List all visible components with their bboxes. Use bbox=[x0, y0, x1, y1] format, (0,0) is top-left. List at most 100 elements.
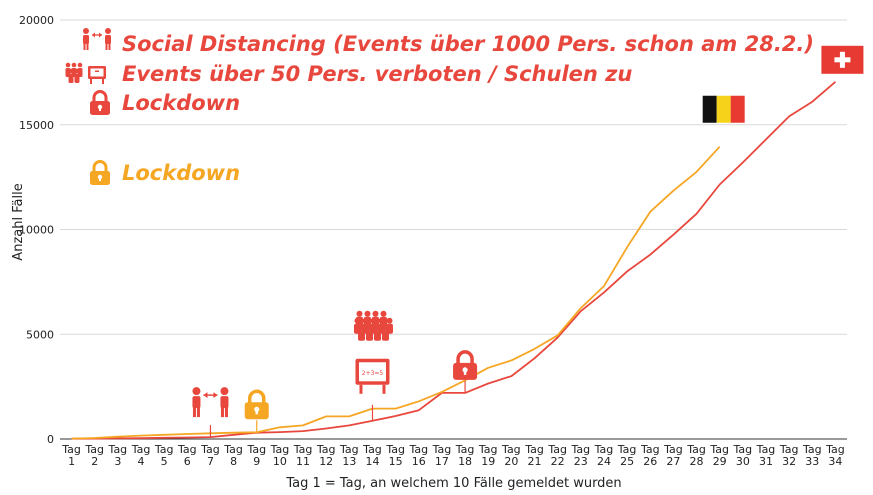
x-tick-label: Tag bbox=[686, 443, 706, 456]
x-tick-label: Tag bbox=[802, 443, 822, 456]
x-tick-label: Tag bbox=[293, 443, 313, 456]
legend-label-lockdown-ch: Lockdown bbox=[122, 91, 240, 115]
x-tick-label: Tag bbox=[200, 443, 220, 456]
events-school-icon bbox=[65, 62, 106, 84]
social-distancing-icon bbox=[192, 387, 229, 438]
x-tick-label: Tag bbox=[154, 443, 174, 456]
x-tick-label: Tag bbox=[270, 443, 290, 456]
x-tick-label: 5 bbox=[161, 455, 168, 468]
x-tick-label: Tag bbox=[478, 443, 498, 456]
x-tick-label: 4 bbox=[138, 455, 145, 468]
x-tick-label: Tag bbox=[455, 443, 475, 456]
lock-icon bbox=[90, 90, 110, 115]
x-tick-label: Tag bbox=[177, 443, 197, 456]
legend-label-social-distancing: Social Distancing (Events über 1000 Pers… bbox=[122, 32, 814, 56]
x-tick-label: 25 bbox=[620, 455, 634, 468]
legend-item-social-distancing: Social Distancing (Events über 1000 Pers… bbox=[83, 28, 814, 56]
flag-stripe-yellow bbox=[716, 95, 731, 123]
flag-stripe-red bbox=[730, 95, 745, 123]
x-tick-label: Tag bbox=[316, 443, 336, 456]
x-tick-label: 6 bbox=[184, 455, 191, 468]
annotations: 2+3=5 bbox=[192, 45, 864, 438]
x-tick-label: Tag bbox=[84, 443, 104, 456]
x-tick-label: Tag bbox=[617, 443, 637, 456]
lock-icon-body bbox=[244, 389, 269, 420]
x-tick-label: Tag bbox=[709, 443, 729, 456]
chart-grid bbox=[60, 19, 847, 440]
x-tick-label: Tag bbox=[733, 443, 753, 456]
school-board-icon: 2+3=5 bbox=[355, 358, 390, 394]
flag-stripe-black bbox=[702, 95, 717, 123]
flag-cross-h bbox=[834, 57, 851, 63]
legend-label-lockdown-be: Lockdown bbox=[122, 161, 240, 185]
x-tick-label: Tag bbox=[756, 443, 776, 456]
x-tick-label: 33 bbox=[805, 455, 819, 468]
series-line-belgien bbox=[71, 146, 721, 440]
x-tick-label: Tag bbox=[408, 443, 428, 456]
x-tick-label: 10 bbox=[273, 455, 287, 468]
x-tick-label: Tag bbox=[825, 443, 845, 456]
x-tick-label: 12 bbox=[319, 455, 333, 468]
y-tick-label: 15000 bbox=[19, 119, 54, 132]
belgium-flag-icon bbox=[702, 95, 745, 123]
x-tick-label: 2 bbox=[91, 455, 98, 468]
x-tick-label: 34 bbox=[828, 455, 842, 468]
x-tick-label: Tag bbox=[570, 443, 590, 456]
social-distancing-icon-body bbox=[192, 387, 229, 418]
x-tick-label: 27 bbox=[666, 455, 680, 468]
x-tick-label: 24 bbox=[597, 455, 611, 468]
series-line-schweiz bbox=[71, 81, 836, 440]
x-tick-label: Tag bbox=[501, 443, 521, 456]
y-tick-label: 10000 bbox=[19, 224, 54, 237]
social-distancing-icon bbox=[83, 28, 111, 50]
x-tick-label: 26 bbox=[643, 455, 657, 468]
x-tick-label: Tag bbox=[246, 443, 266, 456]
x-tick-label: 29 bbox=[713, 455, 727, 468]
lock-icon bbox=[453, 350, 478, 393]
belgium-flag-body bbox=[702, 95, 745, 123]
series-group bbox=[71, 81, 836, 440]
x-tick-label: Tag bbox=[432, 443, 452, 456]
x-tick-label: 16 bbox=[412, 455, 426, 468]
legend-item-lockdown-ch: Lockdown bbox=[90, 90, 240, 115]
x-tick-label: 28 bbox=[690, 455, 704, 468]
x-tick-label: Tag bbox=[594, 443, 614, 456]
x-tick-label: Tag bbox=[131, 443, 151, 456]
x-tick-label: 23 bbox=[574, 455, 588, 468]
y-axis: 0 5000 10000 15000 20000 bbox=[19, 14, 54, 446]
x-tick-label: 9 bbox=[253, 455, 260, 468]
x-tick-label: Tag bbox=[385, 443, 405, 456]
x-axis: Tag1Tag2Tag3Tag4Tag5Tag6Tag7Tag8Tag9Tag1… bbox=[61, 443, 844, 468]
x-tick-label: Tag bbox=[362, 443, 382, 456]
x-axis-label: Tag 1 = Tag, an welchem 10 Fälle gemelde… bbox=[285, 476, 621, 491]
crowd-icon bbox=[353, 310, 393, 341]
legend-label-events: Events über 50 Pers. verboten / Schulen … bbox=[122, 62, 632, 86]
x-tick-label: 1 bbox=[68, 455, 75, 468]
x-tick-label: 13 bbox=[342, 455, 356, 468]
legend-item-lockdown-be: Lockdown bbox=[90, 160, 240, 185]
x-tick-label: 3 bbox=[114, 455, 121, 468]
swiss-flag-body bbox=[821, 45, 864, 74]
events-school-icon: 2+3=5 bbox=[353, 310, 393, 421]
swiss-flag-icon bbox=[821, 45, 864, 74]
y-tick-label: 0 bbox=[47, 433, 54, 446]
x-tick-label: Tag bbox=[61, 443, 81, 456]
lock-icon bbox=[244, 389, 269, 433]
board-text: 2+3=5 bbox=[362, 370, 384, 377]
y-tick-label: 20000 bbox=[19, 14, 54, 27]
legend: Social Distancing (Events über 1000 Pers… bbox=[65, 28, 814, 185]
x-tick-label: Tag bbox=[339, 443, 359, 456]
x-tick-label: 7 bbox=[207, 455, 214, 468]
x-tick-label: 19 bbox=[481, 455, 495, 468]
board-surface bbox=[358, 362, 386, 382]
x-tick-label: 11 bbox=[296, 455, 310, 468]
x-tick-label: 20 bbox=[504, 455, 518, 468]
x-tick-label: 21 bbox=[528, 455, 542, 468]
x-tick-label: Tag bbox=[640, 443, 660, 456]
board-leg bbox=[359, 384, 363, 394]
lock-icon bbox=[90, 160, 110, 185]
x-tick-label: 15 bbox=[389, 455, 403, 468]
x-tick-label: Tag bbox=[547, 443, 567, 456]
x-tick-label: 32 bbox=[782, 455, 796, 468]
lock-icon-body bbox=[453, 350, 478, 380]
